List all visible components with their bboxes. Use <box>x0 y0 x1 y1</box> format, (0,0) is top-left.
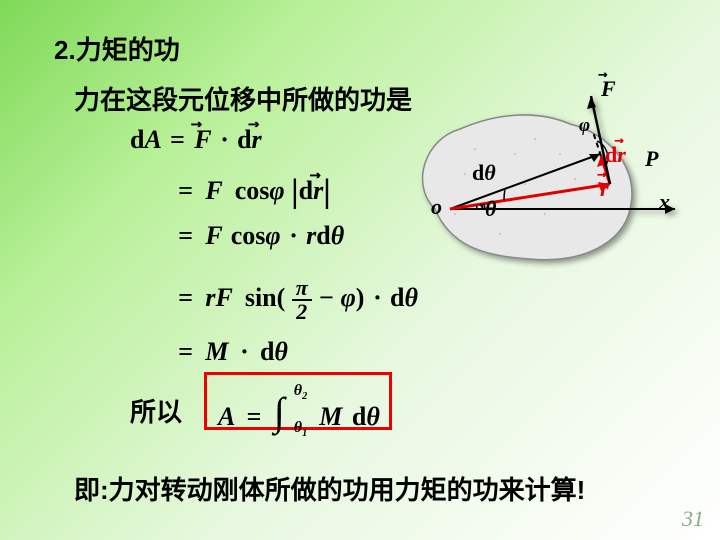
heading-num: 2. <box>54 35 76 65</box>
eq6: A = ∫ θ2 θ1 M dθ <box>218 388 380 435</box>
eq4: = rF sin( π2 − φ) · dθ <box>178 277 418 323</box>
torque-diagram: F φ dr P dθ θ r o x <box>405 84 705 284</box>
label-x: x <box>659 189 670 215</box>
heading-text: 力矩的功 <box>76 35 180 65</box>
subheading: 力在这段元位移中所做的功是 <box>74 80 412 117</box>
integral: ∫ θ2 θ1 <box>274 388 285 435</box>
page-number: 31 <box>682 506 704 532</box>
label-phi: φ <box>579 115 590 137</box>
label-dr: dr <box>605 142 626 168</box>
therefore-label: 所以 <box>130 392 182 429</box>
vector-F: F <box>194 125 211 155</box>
eq2: = F cosφ |dr| <box>178 173 331 211</box>
vector-r: r <box>252 125 262 155</box>
diagram-svg <box>405 84 705 284</box>
label-P: P <box>645 146 658 172</box>
label-dtheta: dθ <box>472 160 496 186</box>
conclusion: 即:力对转动刚体所做的功用力矩的功来计算! <box>74 470 585 507</box>
label-r: r <box>600 176 609 202</box>
label-o: o <box>431 194 442 220</box>
heading: 2.力矩的功 <box>54 30 180 67</box>
eq1: dA = F · dr <box>130 125 262 155</box>
label-F: F <box>601 76 616 102</box>
eq3: = F cosφ · rdθ <box>178 221 344 251</box>
eq5: = M · dθ <box>178 337 288 367</box>
label-theta: θ <box>485 196 496 222</box>
